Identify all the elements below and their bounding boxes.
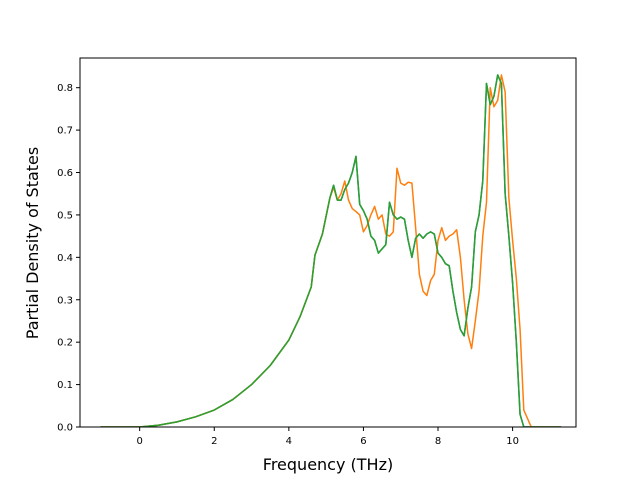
- y-tick-label: 0.4: [57, 253, 73, 264]
- series-line-3: [100, 74, 562, 427]
- x-tick-label: 10: [506, 436, 519, 447]
- series-layer: [100, 74, 562, 427]
- y-axis-label: Partial Density of States: [23, 147, 42, 339]
- x-tick-label: 8: [435, 436, 441, 447]
- x-tick-label: 6: [360, 436, 366, 447]
- axes-frame: [79, 57, 577, 428]
- y-tick-label: 0.6: [57, 168, 73, 179]
- y-tick-label: 0.7: [57, 126, 73, 137]
- y-tick-label: 0.8: [57, 83, 73, 94]
- y-tick-label: 0.5: [57, 210, 73, 221]
- x-tick-label: 0: [136, 436, 142, 447]
- x-tick-label: 4: [286, 436, 292, 447]
- y-tick-label: 0.0: [57, 423, 73, 434]
- y-tick-label: 0.1: [57, 380, 73, 391]
- x-axis-label: Frequency (THz): [263, 455, 393, 474]
- plot-area: [80, 58, 576, 427]
- y-tick-label: 0.3: [57, 295, 73, 306]
- y-tick-label: 0.2: [57, 338, 73, 349]
- axis-layer: 0 2 4 6 8 10 0.0 0.1 0.2 0.3 0.4 0.5 0.6 0.7 0.8: [57, 83, 519, 447]
- x-tick-label: 2: [211, 436, 217, 447]
